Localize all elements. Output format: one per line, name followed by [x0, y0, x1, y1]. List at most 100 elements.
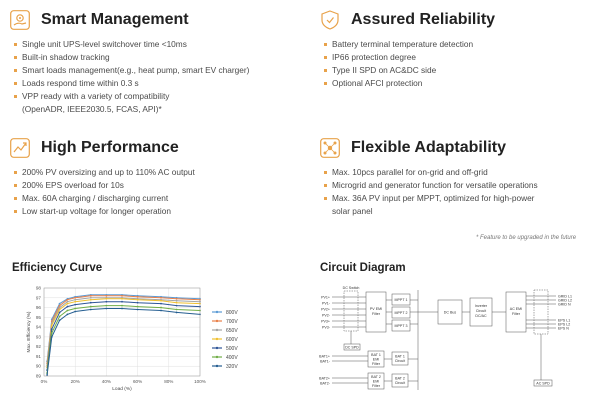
feature-title: Smart Management [41, 11, 189, 28]
feature-list: Battery terminal temperature detection I… [320, 38, 600, 90]
circuit-label: PV3- [322, 325, 331, 329]
list-item: IP66 protection degree [324, 51, 600, 64]
circuit-label: BAT 2 [395, 377, 405, 381]
circuit-label: DC Bus [444, 311, 457, 315]
list-item: Single unit UPS-level switchover time <1… [14, 38, 300, 51]
list-item: Optional AFCI protection [324, 77, 600, 90]
list-item: 200% PV oversizing and up to 110% AC out… [14, 166, 300, 179]
legend-marker [215, 328, 219, 332]
y-tick-label: 91 [36, 354, 42, 359]
list-item: VPP ready with a variety of compatibilit… [14, 90, 300, 116]
circuit-label: GRID L2 [558, 298, 572, 302]
data-point [105, 294, 108, 297]
series-line [46, 301, 201, 371]
legend-label: 800V [226, 310, 238, 316]
data-point [160, 306, 162, 309]
legend-label: 650V [226, 328, 238, 334]
list-item: Loads respond time within 0.3 s [14, 77, 300, 90]
list-item: Built-in shadow tracking [14, 51, 300, 64]
data-point [175, 299, 178, 302]
circuit-label: Circuit [476, 309, 486, 313]
data-point [58, 315, 61, 318]
circuit-label: Circuit [395, 381, 405, 385]
chart-axes: 89 90 91 92 93 94 95 96 97 98 0% 20% 40% 60% 80% 100% Lo… [26, 286, 206, 393]
circuit-label: BAT1+ [319, 354, 330, 358]
data-point [46, 374, 49, 376]
circuit-label: PV1+ [321, 295, 330, 299]
y-tick-label: 94 [36, 325, 42, 330]
circuit-label: PV EMI [370, 307, 382, 311]
circuit-label: Filter [372, 312, 381, 316]
circuit-label: DC Switch [343, 286, 360, 290]
circuit-label: EPS L1 [558, 318, 570, 322]
circuit-label: BAT2- [320, 381, 331, 385]
data-point [105, 304, 108, 307]
data-point [160, 309, 162, 312]
feature-title: Flexible Adaptability [351, 139, 506, 156]
data-point [136, 298, 139, 301]
list-item-line: VPP ready with a variety of compatibilit… [22, 91, 170, 101]
series-line [46, 308, 201, 376]
data-point [58, 304, 61, 307]
legend-label: 700V [226, 319, 238, 325]
list-item: Max. 10pcs parallel for on-grid and off-… [324, 166, 600, 179]
y-axis-label: Max. Efficiency (%) [26, 311, 32, 352]
plot-frame [43, 287, 201, 377]
data-point [58, 302, 61, 305]
legend-marker [215, 364, 219, 368]
data-point [105, 297, 108, 300]
series-line [46, 298, 201, 368]
legend-label: 400V [226, 355, 238, 361]
legend-marker [215, 319, 219, 323]
y-tick-label: 97 [36, 295, 42, 300]
data-point [74, 296, 77, 299]
x-tick-label: 100% [194, 379, 206, 384]
feature-list: 200% PV oversizing and up to 110% AC out… [10, 166, 300, 218]
performance-pen-icon [10, 138, 30, 158]
data-point [89, 308, 92, 311]
feature-flexible-adaptability: Flexible Adaptability Max. 10pcs paralle… [320, 134, 600, 218]
feature-list: Max. 10pcs parallel for on-grid and off-… [320, 166, 600, 218]
data-point [66, 313, 69, 316]
data-point [160, 296, 162, 299]
feature-header: Flexible Adaptability [320, 134, 600, 162]
data-point [160, 299, 162, 302]
shield-icon [320, 10, 340, 30]
data-point [66, 302, 69, 305]
data-point [50, 335, 53, 338]
circuit-label: PV2+ [321, 307, 330, 311]
data-point [136, 295, 139, 298]
series-line [46, 305, 201, 374]
data-point [175, 301, 178, 304]
data-point [58, 311, 61, 314]
x-tick-label: 40% [102, 379, 111, 384]
feature-smart-management: Smart Management Single unit UPS-level s… [10, 6, 300, 116]
circuit-label: Circuit [395, 359, 405, 363]
x-tick-label: 20% [71, 379, 80, 384]
list-item: Max. 60A charging / discharging current [14, 192, 300, 205]
data-point [136, 308, 139, 311]
chart-legend: 800V 700V 650V 600V 500V 400V 320V [212, 310, 238, 370]
y-tick-label: 98 [36, 286, 42, 291]
circuit-title: Circuit Diagram [320, 262, 406, 274]
data-point [136, 301, 139, 304]
feature-title: Assured Reliability [351, 11, 496, 28]
feature-high-performance: High Performance 200% PV oversizing and … [10, 134, 300, 218]
circuit-label: BAT2+ [319, 376, 330, 380]
data-point [89, 296, 92, 299]
data-point [105, 300, 108, 303]
feature-header: Assured Reliability [320, 6, 600, 34]
data-point [74, 310, 77, 313]
y-tick-label: 95 [36, 315, 42, 320]
legend-marker [215, 355, 219, 359]
data-point [175, 308, 178, 311]
data-point [175, 311, 178, 314]
series-line [46, 297, 201, 366]
x-tick-label: 0% [41, 379, 48, 384]
gear-hand-icon [10, 10, 30, 30]
efficiency-title: Efficiency Curve [12, 262, 103, 274]
data-point [74, 307, 77, 310]
circuit-label: BAT 2 [371, 375, 381, 379]
data-point [121, 307, 123, 310]
